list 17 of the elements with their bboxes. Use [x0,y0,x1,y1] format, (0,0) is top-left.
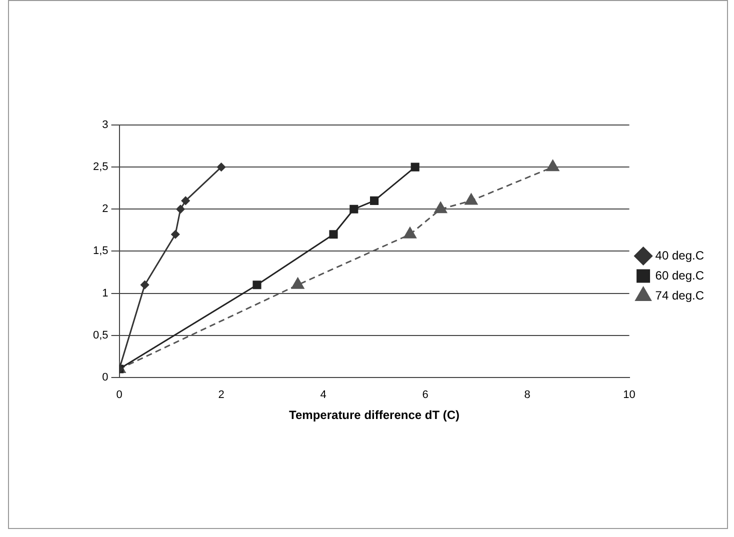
x-tick-label: 6 [422,389,428,402]
y-tick-label: 0 [102,371,108,384]
y-tick-label: 2 [102,203,108,216]
x-tick-label: 8 [524,389,530,402]
y-tick-label: 0,5 [92,329,108,342]
y-tick-label: 1,5 [92,245,108,258]
y-tick-label: 3 [102,119,108,132]
y-tick-label: 2,5 [92,161,108,174]
x-tick-label: 10 [623,389,636,402]
y-tick-label: 1 [102,287,108,300]
legend-label: 40 deg.C [655,248,704,262]
legend-label: 74 deg.C [655,288,704,302]
x-tick-label: 0 [116,389,122,402]
x-axis-title: Temperature difference dT (C) [289,408,460,422]
x-tick-label: 2 [218,389,224,402]
x-tick-label: 4 [320,389,326,402]
legend-label: 60 deg.C [655,268,704,282]
